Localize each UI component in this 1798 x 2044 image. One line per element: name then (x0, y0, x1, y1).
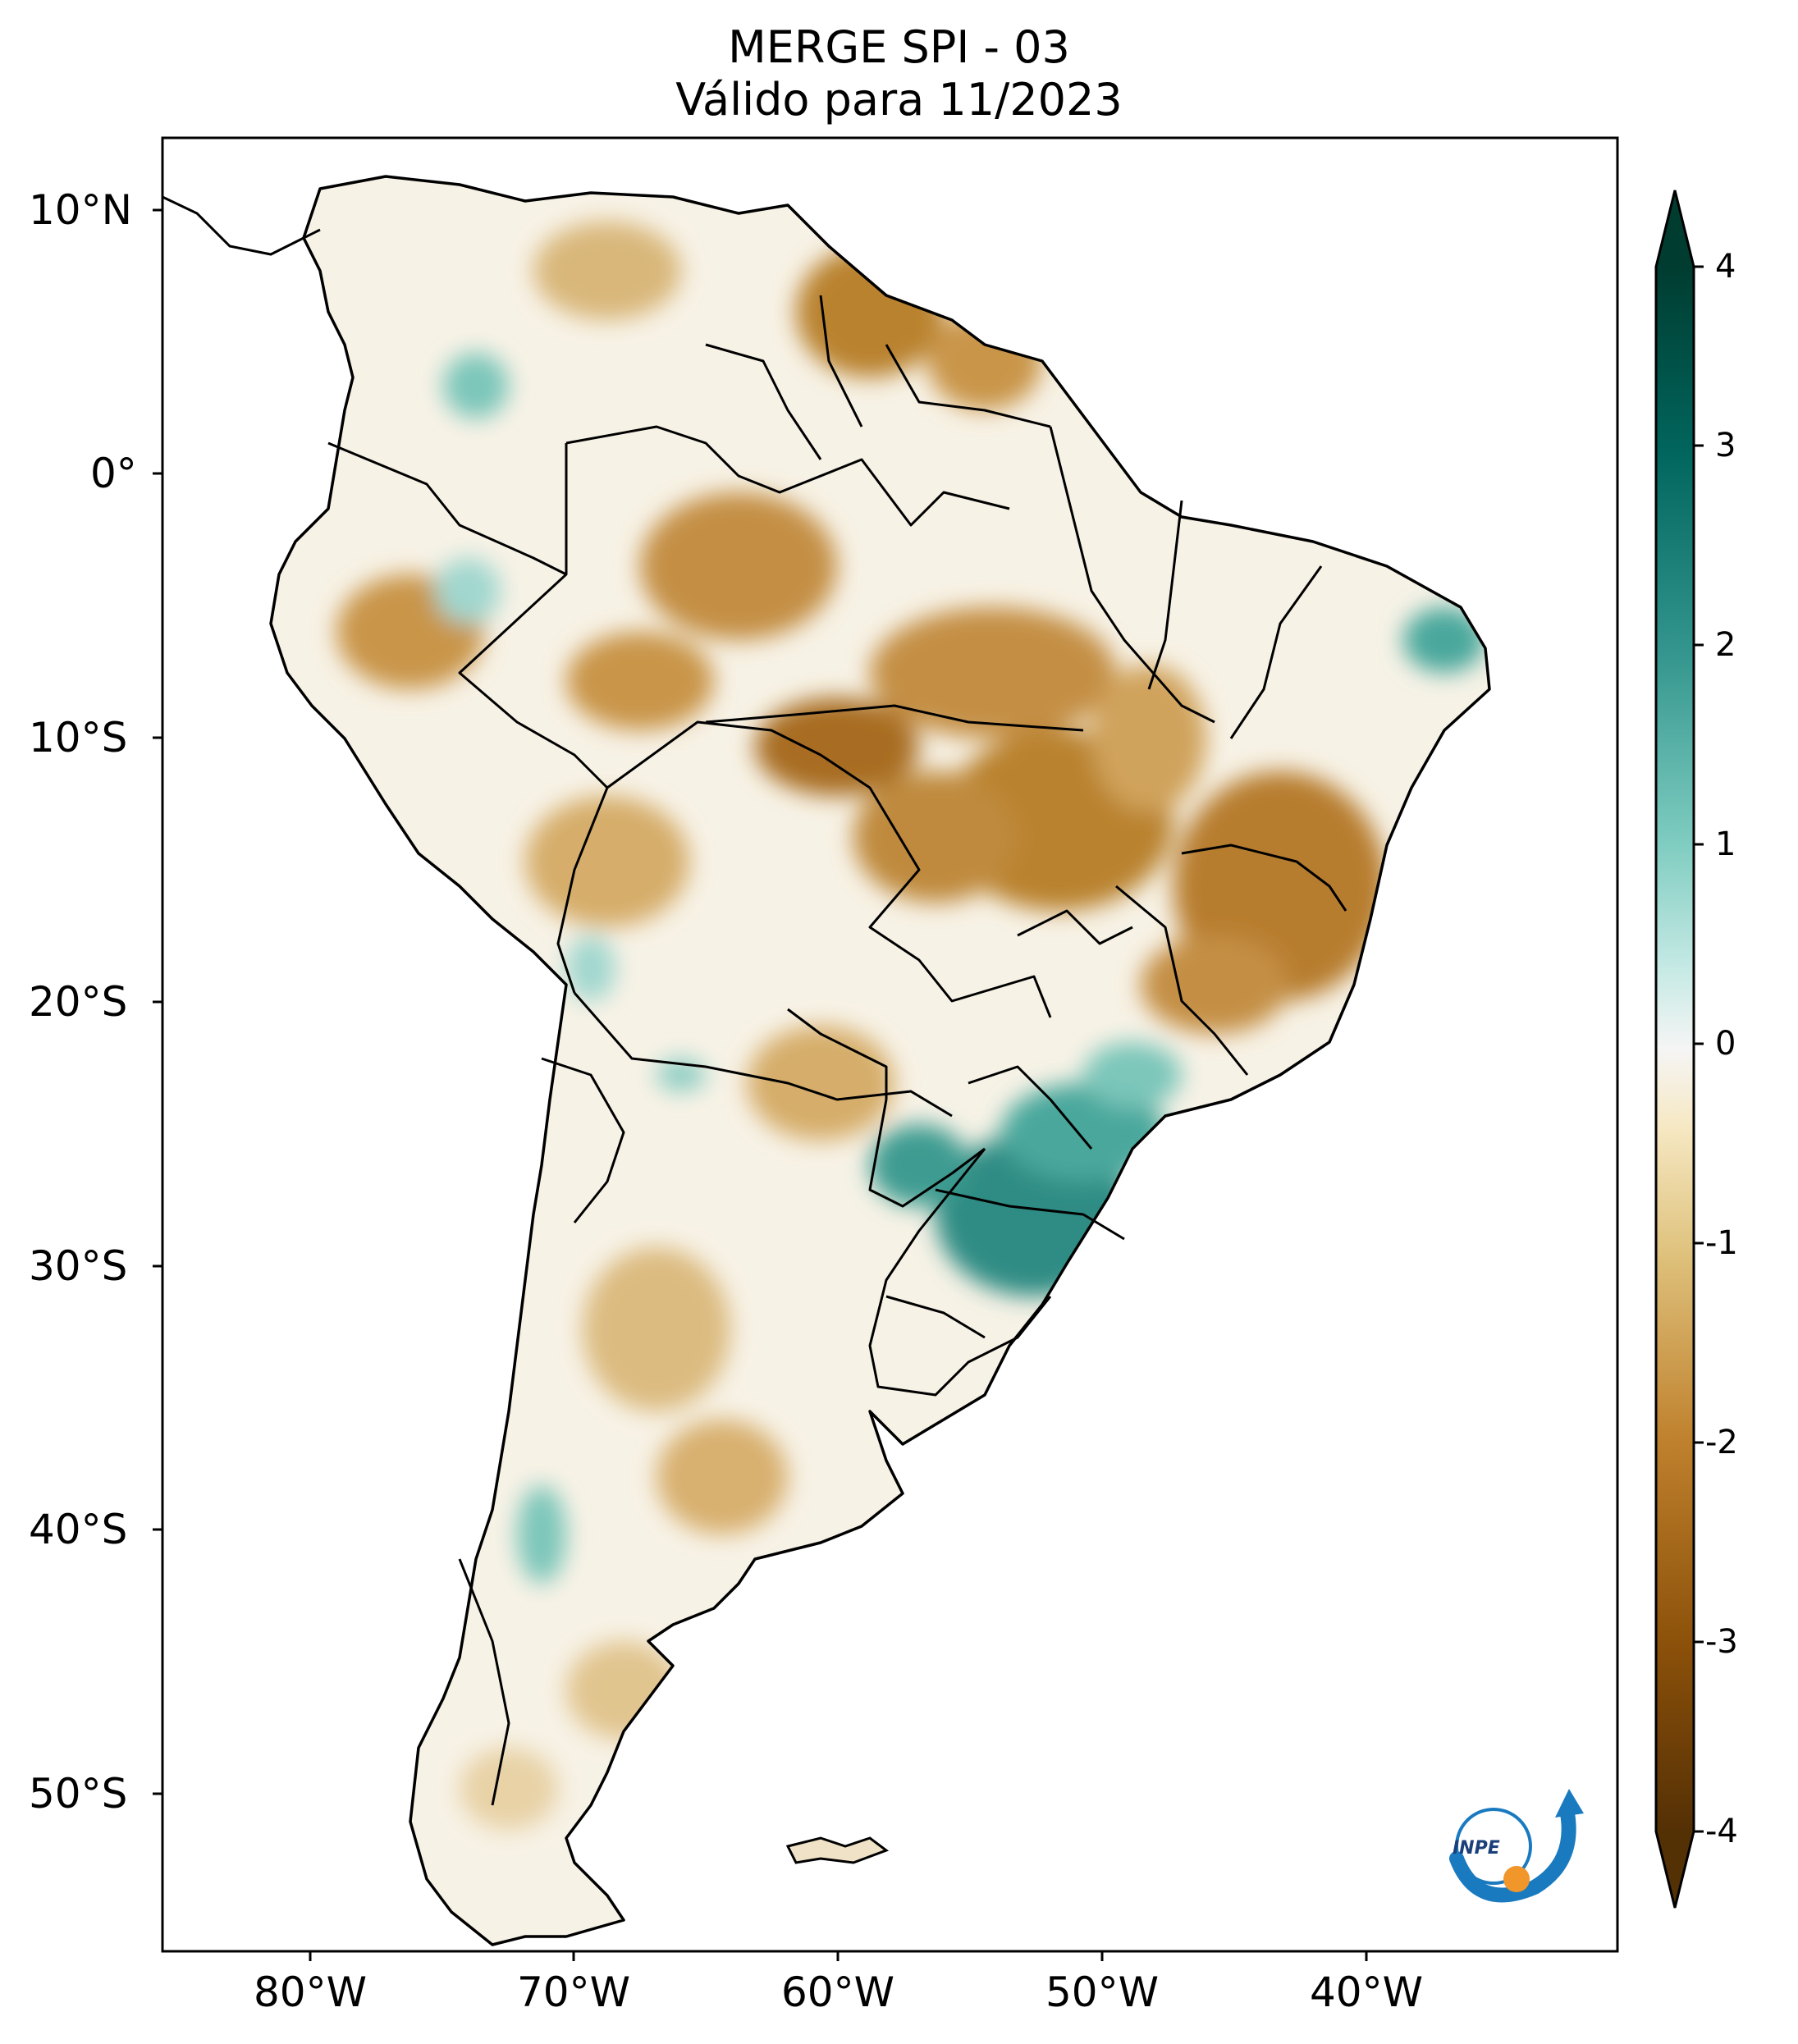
inpe-logo (1449, 1789, 1584, 1903)
coastline (269, 175, 1491, 1946)
lat-tick-label: 30°S (29, 1242, 128, 1290)
colorbar-tick-label: -1 (1705, 1224, 1738, 1262)
logo-swoosh-icon (1449, 1806, 1576, 1903)
lon-tick-marks (309, 1951, 1368, 1961)
lat-tick-marks (153, 208, 162, 1795)
map-title-line2: Válido para 11/2023 (675, 74, 1123, 126)
lat-tick-label: 0° (90, 450, 137, 497)
lat-tick-label: 20°S (29, 978, 128, 1026)
colorbar-tick-label: 0 (1715, 1025, 1736, 1063)
map-title-line1: MERGE SPI - 03 (728, 21, 1070, 73)
lon-tick-label: 80°W (253, 1969, 368, 2016)
colorbar-extend-max (1656, 190, 1694, 267)
lat-tick-label: 50°S (29, 1770, 128, 1818)
falkland-islands (785, 1836, 890, 1864)
colorbar-tick-label: -2 (1705, 1424, 1738, 1461)
lon-tick-label: 70°W (516, 1969, 631, 2016)
inpe-logo-text: INPE (1453, 1838, 1500, 1859)
central-america-coast (162, 195, 321, 256)
colorbar-tick-label: 3 (1715, 427, 1736, 464)
lat-tick-label: 10°N (29, 186, 133, 234)
lon-tick-label: 40°W (1309, 1969, 1424, 2016)
logo-sun-icon (1503, 1866, 1530, 1892)
colorbar-tick-label: 1 (1715, 825, 1736, 863)
country-borders (327, 295, 1347, 1806)
lon-tick-label: 50°W (1045, 1969, 1160, 2016)
colorbar-extend-min (1656, 1831, 1694, 1908)
colorbar-tick-label: -3 (1705, 1623, 1738, 1661)
lat-tick-label: 40°S (29, 1506, 128, 1553)
lon-tick-label: 60°W (780, 1969, 895, 2016)
lat-tick-label: 10°S (29, 714, 128, 761)
colorbar-tick-label: 2 (1715, 626, 1736, 664)
colorbar-body (1656, 267, 1694, 1831)
colorbar-tick-label: 4 (1715, 248, 1736, 286)
colorbar-tick-label: -4 (1705, 1813, 1738, 1850)
colorbar (1654, 190, 1704, 1909)
